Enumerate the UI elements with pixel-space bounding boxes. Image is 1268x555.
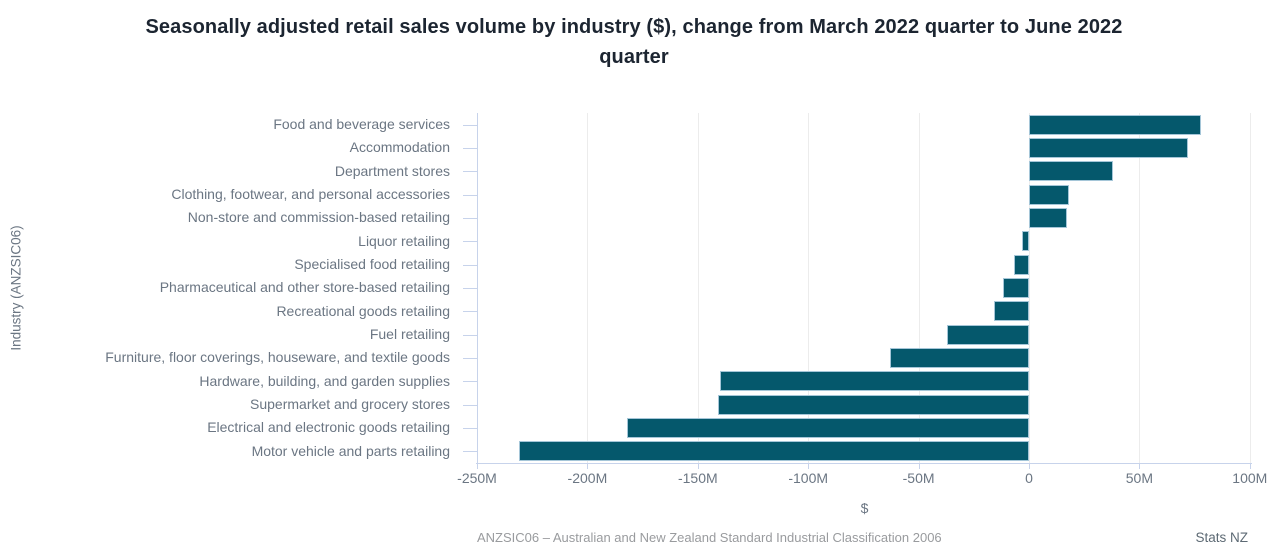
x-tick-label--50M: -50M [902, 470, 935, 486]
chart-title-line2: quarter [599, 46, 669, 68]
gridline-100M [1249, 113, 1251, 463]
gridline--50M [918, 113, 920, 463]
value-axis-tick-labels: -250M -200M -150M -100M -50M 0 50M 100M [457, 470, 1267, 488]
x-axis-title: $ [860, 500, 869, 516]
x-tick-label--100M: -100M [788, 470, 829, 486]
bar-liquor-retailing[interactable] [1022, 231, 1029, 252]
x-axis-line [476, 463, 1252, 464]
attribution-stats-nz: Stats NZ [1195, 530, 1248, 545]
x-axis-tick-50M [1139, 464, 1141, 469]
x-tick-label-100M: 100M [1232, 470, 1268, 486]
plot-area [476, 113, 1252, 469]
category-tick-accommodation [463, 148, 477, 149]
category-axis-ticks [463, 113, 477, 463]
category-axis-labels: Food and beverage services Accommodation D… [0, 113, 450, 463]
bar-recreational-goods-retailing[interactable] [993, 301, 1029, 322]
category-label-accommodation: Accommodation [349, 139, 450, 156]
bar-non-store-and-commission-based-retailing[interactable] [1029, 208, 1067, 228]
gridline-50M [1139, 113, 1141, 463]
x-axis-tick-100M [1249, 464, 1251, 469]
x-tick-label-0: 0 [1025, 470, 1033, 486]
x-tick-label--150M: -150M [677, 470, 718, 486]
category-tick-liquor-retailing [463, 241, 477, 243]
x-axis-tick-0 [1029, 464, 1030, 469]
x-tick-label--200M: -200M [567, 470, 608, 486]
bar-supermarket-and-grocery-stores[interactable] [717, 394, 1029, 415]
gridline--100M [808, 113, 810, 463]
category-tick-furniture-floor-coverings-houseware-and-textile-goods [463, 358, 477, 359]
category-label-pharmaceutical-and-other-store-based-retailing: Pharmaceutical and other store-based ret… [159, 279, 450, 296]
bar-specialised-food-retailing[interactable] [1013, 254, 1029, 275]
category-label-food-and-beverage-services: Food and beverage services [273, 116, 450, 132]
category-tick-clothing-footwear-and-personal-accessories [463, 194, 477, 196]
category-tick-electrical-and-electronic-goods-retailing [463, 428, 477, 429]
bar-hardware-building-and-garden-supplies[interactable] [719, 371, 1029, 392]
gridline-0 [1029, 113, 1030, 463]
category-tick-department-stores [463, 171, 477, 173]
category-tick-motor-vehicle-and-parts-retailing [463, 451, 477, 453]
category-tick-food-and-beverage-services [463, 124, 477, 126]
x-axis-tick--150M [697, 464, 699, 469]
bar-accommodation[interactable] [1029, 138, 1188, 158]
category-label-liquor-retailing: Liquor retailing [358, 232, 450, 249]
bar-clothing-footwear-and-personal-accessories[interactable] [1029, 184, 1069, 205]
x-axis-tick--250M [477, 464, 478, 469]
bar-pharmaceutical-and-other-store-based-retailing[interactable] [1002, 278, 1029, 298]
category-tick-pharmaceutical-and-other-store-based-retailing [463, 288, 477, 289]
bar-electrical-and-electronic-goods-retailing[interactable] [627, 418, 1029, 438]
bar-motor-vehicle-and-parts-retailing[interactable] [519, 441, 1029, 462]
x-axis-tick--100M [808, 464, 810, 469]
bar-furniture-floor-coverings-houseware-and-textile-goods[interactable] [889, 348, 1029, 368]
category-label-electrical-and-electronic-goods-retailing: Electrical and electronic goods retailin… [207, 419, 450, 436]
x-tick-label-50M: 50M [1125, 470, 1154, 486]
chart-title: Seasonally adjusted retail sales volume … [0, 12, 1268, 72]
bar-fuel-retailing[interactable] [947, 324, 1029, 345]
category-label-motor-vehicle-and-parts-retailing: Motor vehicle and parts retailing [251, 442, 450, 459]
gridline--200M [587, 113, 589, 463]
bar-department-stores[interactable] [1029, 161, 1113, 182]
category-label-fuel-retailing: Fuel retailing [369, 326, 450, 342]
chart-title-line1: Seasonally adjusted retail sales volume … [145, 16, 1123, 38]
category-label-supermarket-and-grocery-stores: Supermarket and grocery stores [250, 396, 450, 412]
bar-food-and-beverage-services[interactable] [1029, 114, 1202, 135]
category-label-furniture-floor-coverings-houseware-and-textile-goods: Furniture, floor coverings, houseware, a… [105, 349, 450, 366]
category-label-recreational-goods-retailing: Recreational goods retailing [276, 302, 450, 319]
category-tick-non-store-and-commission-based-retailing [463, 218, 477, 219]
footnote: ANZSIC06 – Australian and New Zealand St… [477, 530, 942, 545]
category-tick-recreational-goods-retailing [463, 311, 477, 313]
category-tick-fuel-retailing [463, 334, 477, 336]
x-tick-label--250M: -250M [457, 470, 497, 486]
category-tick-supermarket-and-grocery-stores [463, 404, 477, 406]
category-label-department-stores: Department stores [334, 162, 450, 179]
category-tick-hardware-building-and-garden-supplies [463, 381, 477, 383]
category-label-clothing-footwear-and-personal-accessories: Clothing, footwear, and personal accesso… [171, 186, 450, 202]
y-axis-line [477, 113, 478, 464]
x-axis-tick--200M [587, 464, 589, 469]
category-label-non-store-and-commission-based-retailing: Non-store and commission-based retailing [187, 209, 450, 226]
category-tick-specialised-food-retailing [463, 264, 477, 266]
category-label-hardware-building-and-garden-supplies: Hardware, building, and garden supplies [199, 372, 450, 389]
x-axis-tick--50M [918, 464, 920, 469]
gridline--150M [697, 113, 699, 463]
category-label-specialised-food-retailing: Specialised food retailing [294, 256, 450, 272]
